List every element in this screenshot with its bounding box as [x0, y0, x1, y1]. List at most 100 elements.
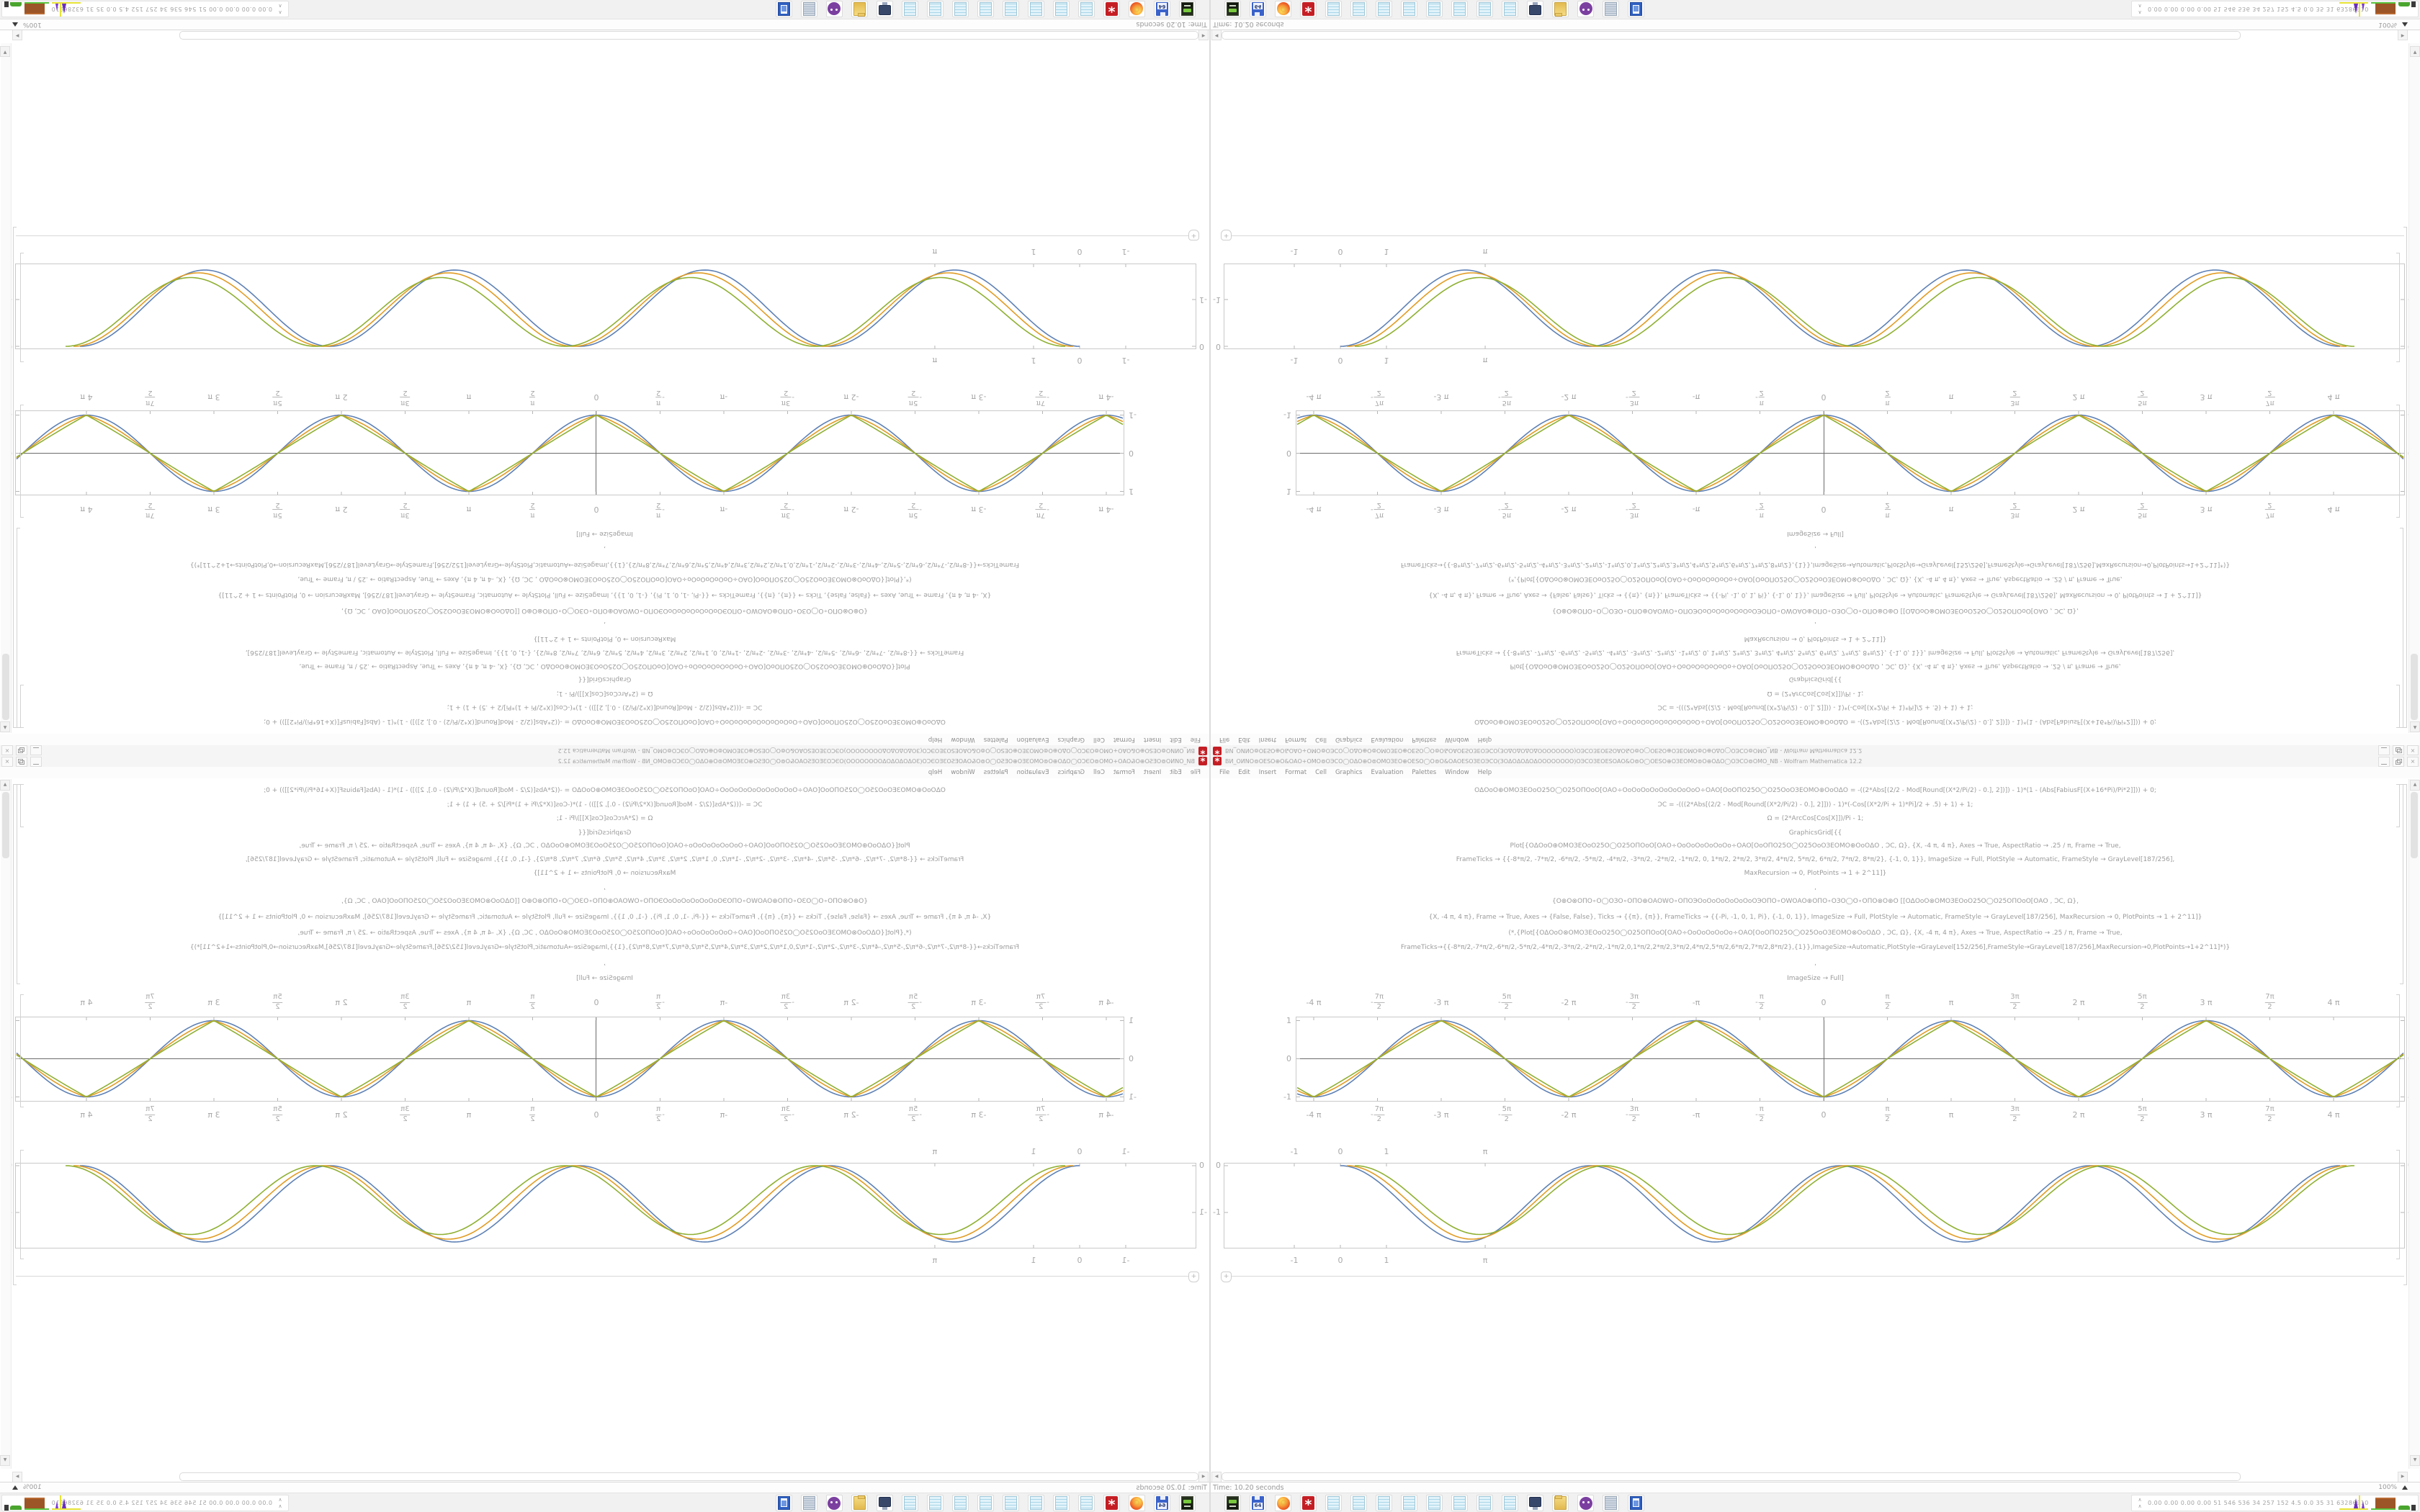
scroll-up-icon[interactable]: ▲	[0, 721, 10, 732]
notepad-taskbar-button[interactable]	[1078, 1, 1095, 17]
title-bar[interactable]: * ВИ_ОИNО⊚ОЕЅО⊕О&ОАО+ОМО⊚ОЭСО◯ОΔО⊕О⊚ОМОЗ…	[1211, 756, 2420, 768]
wave-plot-a[interactable]	[1296, 410, 2405, 495]
menu-item[interactable]: Cell	[1093, 769, 1105, 776]
code-line[interactable]: Plot[{ΟΔΟοΟ⊕ΟΜΟЗΕΟοΟ25Ο◯Ο25ΟΠΟοΟ[ΟΑΟ÷ΟοΟ…	[1510, 662, 2121, 670]
vertical-scroll-thumb[interactable]	[2411, 654, 2418, 720]
cell-bracket-code[interactable]	[2400, 784, 2403, 984]
menu-item[interactable]: Help	[928, 736, 943, 743]
scroll-down-icon[interactable]: ▼	[2410, 1455, 2420, 1466]
cell-bracket-inner[interactable]	[20, 784, 24, 827]
notepad-taskbar-button[interactable]	[977, 1495, 994, 1511]
insert-cell-plus-icon[interactable]: +	[1188, 230, 1199, 240]
menu-item[interactable]: Evaluation	[1371, 769, 1404, 776]
scroll-left-icon[interactable]: ◀	[1211, 1472, 1222, 1482]
menu-item[interactable]: Help	[1477, 736, 1492, 743]
code-line[interactable]: ,	[1814, 545, 1816, 552]
code-line[interactable]: {X, -4 π, 4 π}, Frame → True, Axes → {Fa…	[218, 914, 992, 921]
notepad-taskbar-button[interactable]	[1053, 1495, 1070, 1511]
code-line[interactable]: ,	[1814, 960, 1816, 967]
code-line[interactable]: MaxRecursion → 0, PlotPoints → 1 + 2^11]…	[1744, 635, 1887, 642]
magnification-popup-icon[interactable]	[12, 1485, 18, 1490]
cell-bracket-plot-a[interactable]	[2396, 405, 2400, 518]
wave-plot-b[interactable]	[1224, 1163, 2405, 1248]
scroll-right-icon[interactable]: ▶	[12, 30, 22, 40]
menu-item[interactable]: File	[1190, 736, 1201, 743]
menu-item[interactable]: Cell	[1315, 736, 1327, 743]
menu-item[interactable]: Format	[1285, 769, 1307, 776]
wave-plot-a[interactable]	[15, 1017, 1124, 1102]
code-line[interactable]: ΟΔΟοΟ⊕ΟΜΟЗΕΟοΟ25Ο◯Ο25ΟΠΟοΟ[ΟΑΟ÷ΟοΟοΟοΟοΟ…	[264, 787, 946, 794]
wave-plot-b[interactable]	[15, 1163, 1196, 1248]
minimize-icon[interactable]	[30, 745, 42, 755]
code-line[interactable]: Ω = (2*ArcCos[Cos[X]])/Pi - 1;	[1767, 690, 1864, 697]
vertical-scroll-thumb[interactable]	[2411, 792, 2418, 858]
notebook-content[interactable]: ΟΔΟοΟ⊕ΟΜΟЗΕΟοΟ25Ο◯Ο25ΟΠΟοΟ[ΟΑΟ÷ΟοΟοΟοΟοΟ…	[0, 41, 1209, 734]
code-line[interactable]: ΟΔΟοΟ⊕ΟΜΟЗΕΟοΟ25Ο◯Ο25ΟΠΟοΟ[ΟΑΟ÷ΟοΟοΟοΟοΟ…	[1474, 787, 2156, 794]
title-bar[interactable]: * ВИ_ОИNО⊚ОЕЅО⊕О&ОАО+ОМО⊚ОЭСО◯ОΔО⊕О⊚ОМОЗ…	[0, 744, 1209, 756]
notepad-taskbar-button[interactable]	[902, 1495, 918, 1511]
menu-item[interactable]: Window	[1445, 736, 1469, 743]
notebook-content[interactable]: ΟΔΟοΟ⊕ΟΜΟЗΕΟοΟ25Ο◯Ο25ΟΠΟοΟ[ΟΑΟ÷ΟοΟοΟοΟοΟ…	[1211, 778, 2420, 1471]
code-line[interactable]: Ω = (2*ArcCos[Cos[X]])/Pi - 1;	[1767, 815, 1864, 822]
scroll-right-icon[interactable]: ▶	[12, 1472, 22, 1482]
menu-item[interactable]: Window	[1445, 769, 1469, 776]
window-taskbar-button[interactable]	[1628, 1, 1644, 17]
menu-item[interactable]: Edit	[1238, 769, 1250, 776]
menu-item[interactable]: Graphics	[1335, 769, 1363, 776]
floppy64-taskbar-button[interactable]	[1154, 1495, 1170, 1511]
menu-item[interactable]: Edit	[1170, 769, 1182, 776]
mathematica-taskbar-button[interactable]	[1300, 1, 1317, 17]
code-line[interactable]: ,	[604, 960, 606, 967]
code-line[interactable]: {X, -4 π, 4 π}, Frame → True, Axes → {Fa…	[1428, 591, 2202, 598]
notepad-taskbar-button[interactable]	[1078, 1495, 1095, 1511]
title-bar[interactable]: * ВИ_ОИNО⊚ОЕЅО⊕О&ОАО+ОМО⊚ОЭСО◯ОΔО⊕О⊚ОМОЗ…	[1211, 744, 2420, 756]
scroll-left-icon[interactable]: ◀	[1211, 30, 1222, 40]
code-line[interactable]: {X, -4 π, 4 π}, Frame → True, Axes → {Fa…	[218, 591, 992, 598]
code-line[interactable]: Plot[{ΟΔΟοΟ⊕ΟΜΟЗΕΟοΟ25Ο◯Ο25ΟΠΟοΟ[ΟΑΟ÷ΟοΟ…	[1510, 842, 2121, 850]
restore-icon[interactable]	[16, 745, 27, 755]
code-line[interactable]: ƆC = -(((2*Abs[(2/2 - Mod[Round[(X*2/Pi/…	[1657, 703, 1973, 711]
cell-bracket-plot-b[interactable]	[2396, 1150, 2400, 1259]
code-line[interactable]: Plot[{ΟΔΟοΟ⊕ΟΜΟЗΕΟοΟ25Ο◯Ο25ΟΠΟοΟ[ΟΑΟ÷ΟοΟ…	[299, 662, 910, 670]
menu-item[interactable]: Insert	[1143, 769, 1162, 776]
minimize-icon[interactable]	[2378, 745, 2390, 755]
code-line[interactable]: (*,{Plot[{ΟΔΟοΟ⊗ΟΜΟЗΕΟοΟ25Ο◯Ο25ΟΠΟοΟ[ΟΑΟ…	[1508, 575, 2123, 582]
firefox-taskbar-button[interactable]	[1275, 1495, 1291, 1511]
code-line[interactable]: ΟΔΟοΟ⊕ΟΜΟЗΕΟοΟ25Ο◯Ο25ΟΠΟοΟ[ΟΑΟ÷ΟοΟοΟοΟοΟ…	[264, 718, 946, 725]
monitor-taskbar-button[interactable]	[877, 1495, 893, 1511]
menu-item[interactable]: Palettes	[1412, 736, 1437, 743]
close-icon[interactable]: ×	[1, 745, 13, 755]
mathematica-taskbar-button[interactable]	[1300, 1495, 1317, 1512]
notepad-taskbar-button[interactable]	[1053, 1, 1070, 17]
tray-expand-icon[interactable]: ∧ ∧	[2138, 1497, 2142, 1509]
scroll-down-icon[interactable]: ▼	[2410, 46, 2420, 57]
code-line[interactable]: ,	[604, 545, 606, 552]
code-line[interactable]: FrameTicks→{{-8*π/2,-7*π/2,-6*π/2,-5*π/2…	[1400, 944, 2231, 951]
wave-plot-b[interactable]	[15, 264, 1196, 349]
code-line[interactable]: Ω = (2*ArcCos[Cos[X]])/Pi - 1;	[556, 690, 653, 697]
notepad-taskbar-button[interactable]	[977, 1, 994, 17]
scroll-taskbar-button[interactable]	[801, 1495, 817, 1511]
code-line[interactable]: ,	[1814, 884, 1816, 891]
notepad-taskbar-button[interactable]	[1502, 1, 1518, 17]
vertical-scrollbar[interactable]: ▲ ▼	[0, 43, 12, 733]
code-line[interactable]: (*,{Plot[{ΟΔΟοΟ⊗ΟΜΟЗΕΟοΟ25Ο◯Ο25ΟΠΟοΟ[ΟΑΟ…	[297, 930, 912, 937]
code-line[interactable]: ,	[604, 884, 606, 891]
notepad-taskbar-button[interactable]	[1476, 1495, 1493, 1511]
firefox-taskbar-button[interactable]	[1275, 1, 1291, 17]
notepad-taskbar-button[interactable]	[1003, 1, 1019, 17]
cell-bracket-inner[interactable]	[2396, 784, 2400, 827]
notepad-taskbar-button[interactable]	[1502, 1495, 1518, 1511]
code-line[interactable]: ƆC = -(((2*Abs[(2/2 - Mod[Round[(X*2/Pi/…	[447, 703, 763, 711]
firefox-taskbar-button[interactable]	[1129, 1, 1145, 17]
cell-bracket-inner[interactable]	[20, 685, 24, 728]
scroll-right-icon[interactable]: ▶	[2398, 1472, 2408, 1482]
window-taskbar-button[interactable]	[776, 1, 792, 17]
floppy64-taskbar-button[interactable]	[1250, 1, 1266, 17]
code-line[interactable]: GraphicsGrid[{{	[1788, 675, 1842, 683]
code-line[interactable]: FrameTicks→{{-8*π/2,-7*π/2,-6*π/2,-5*π/2…	[189, 944, 1020, 951]
cell-bracket-plot-a[interactable]	[2396, 994, 2400, 1107]
scroll-up-icon[interactable]: ▲	[0, 780, 10, 791]
vertical-scroll-thumb[interactable]	[2, 792, 9, 858]
notepad-taskbar-button[interactable]	[1426, 1495, 1443, 1511]
